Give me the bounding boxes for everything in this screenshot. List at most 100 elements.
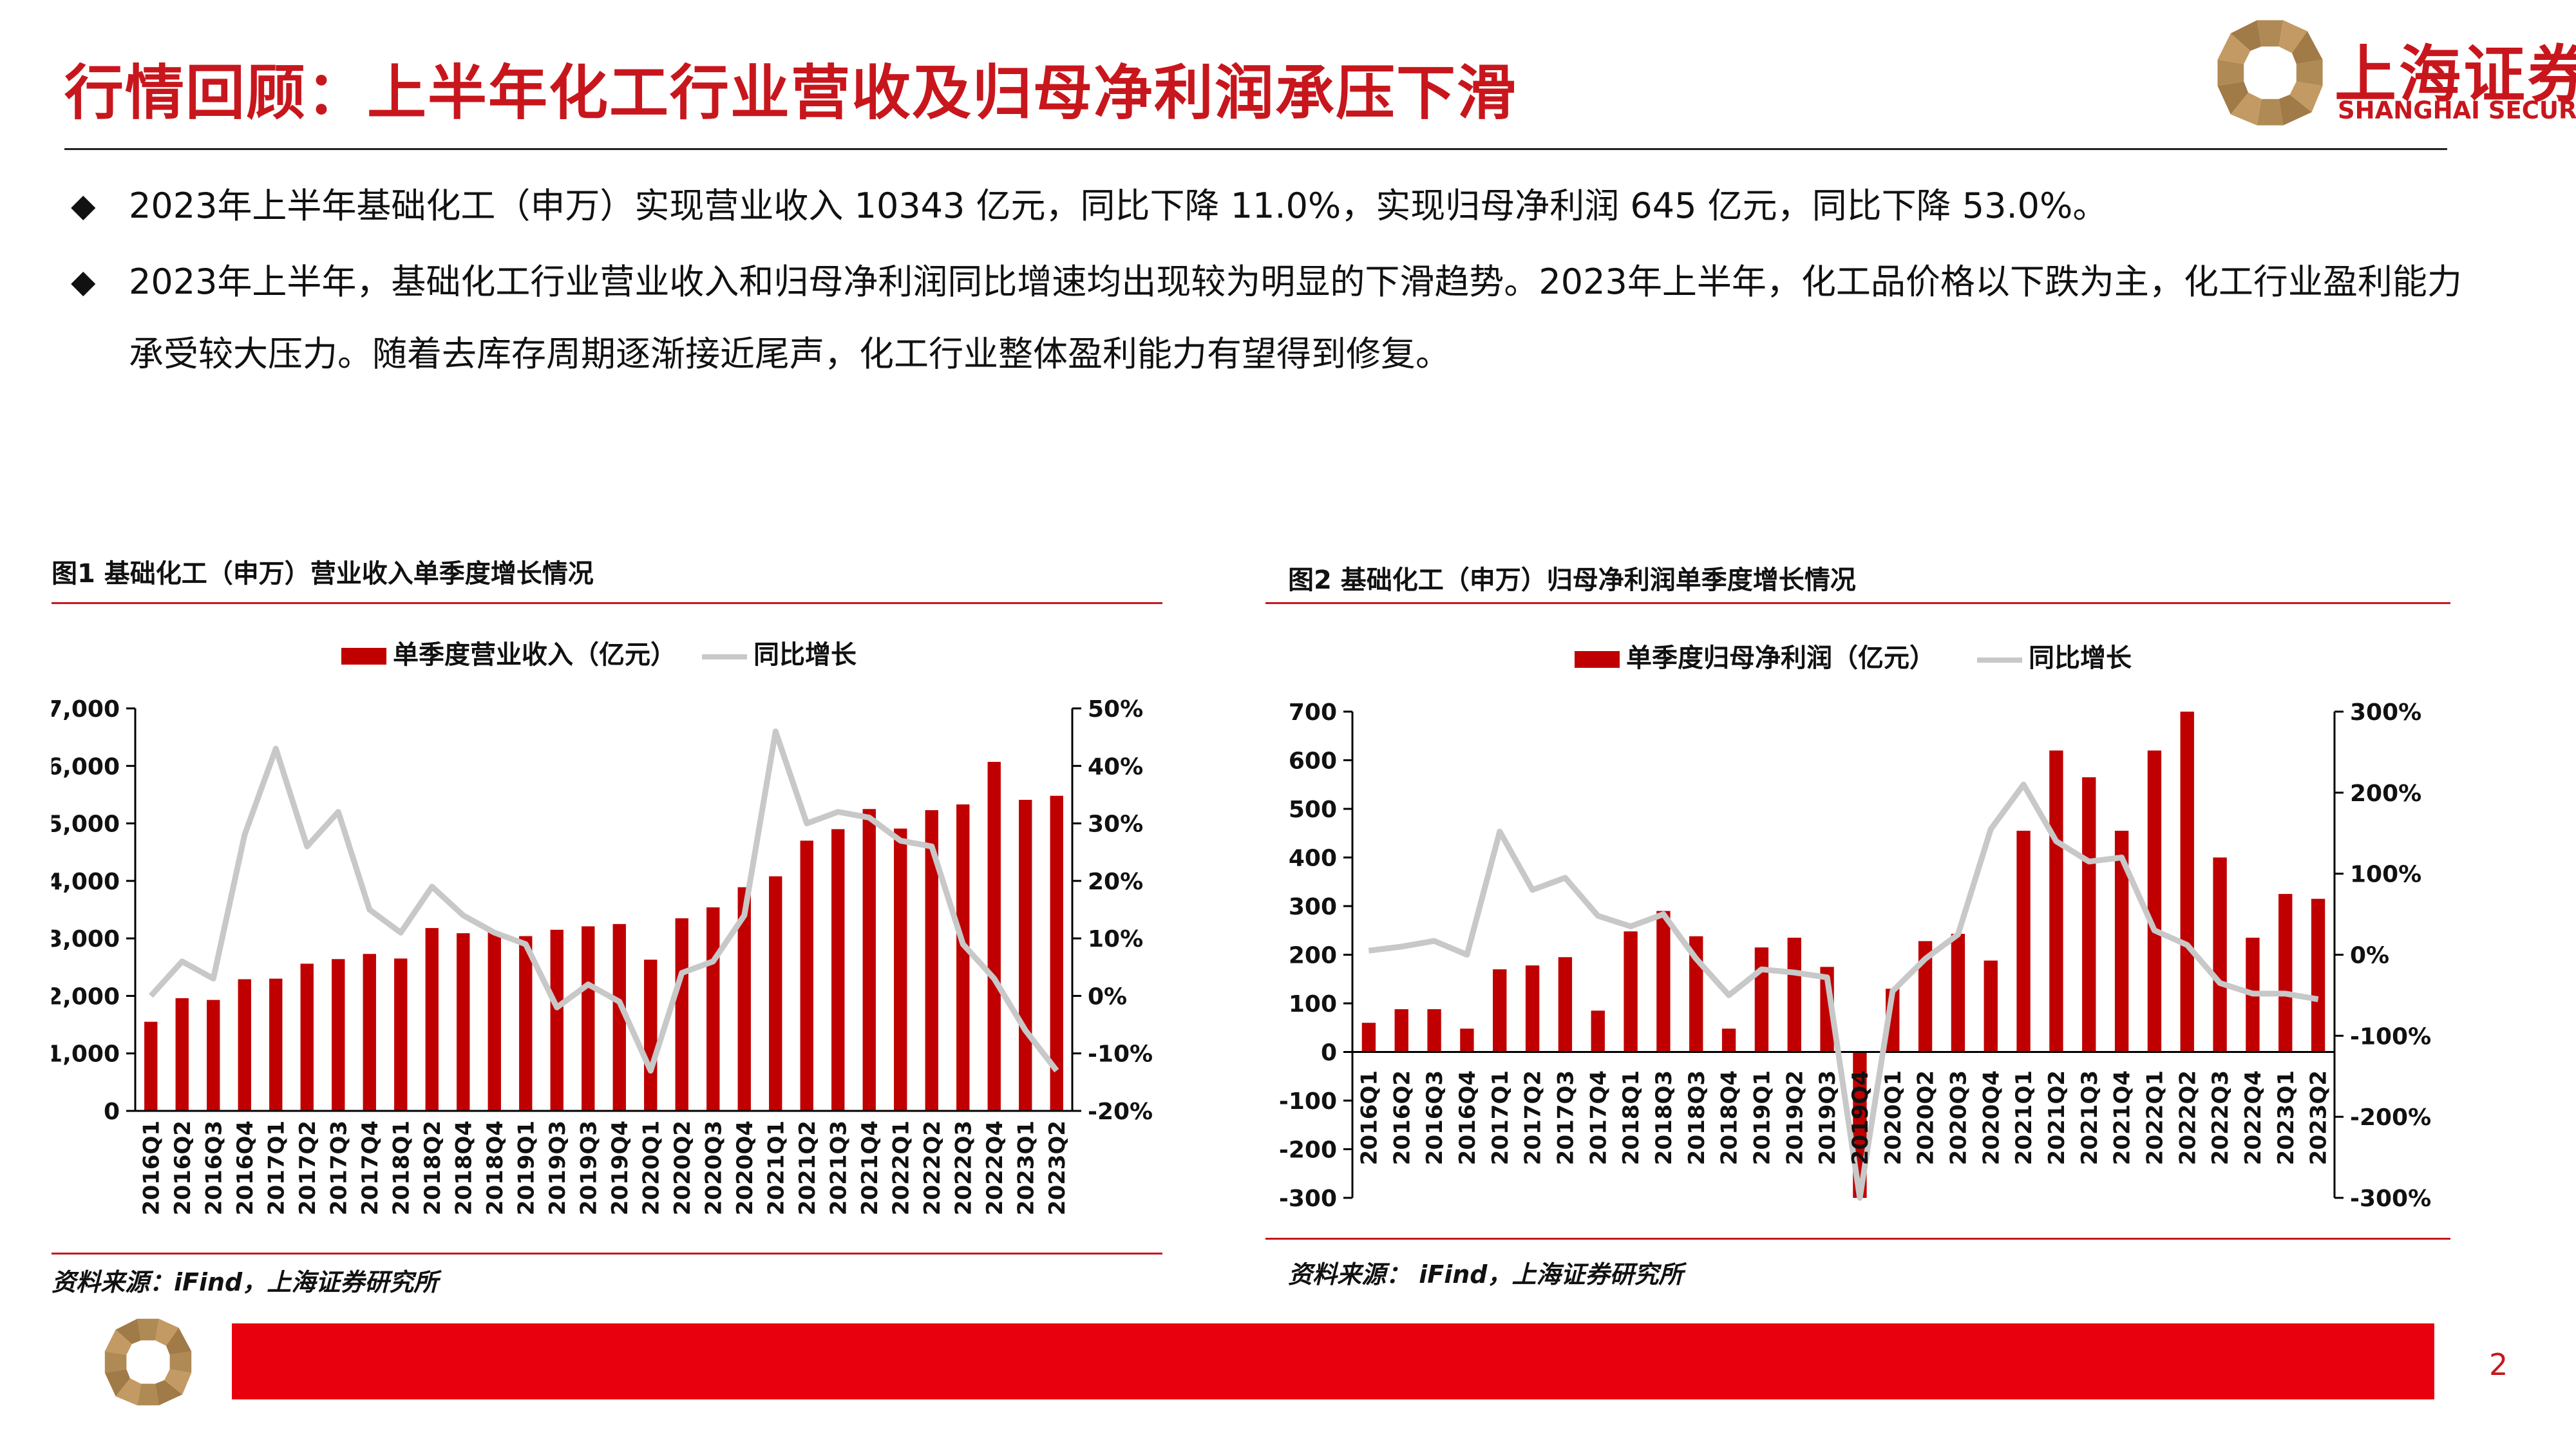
- bar: [1951, 934, 1965, 1052]
- chart2-title: 图2 基础化工（申万）归母净利润单季度增长情况: [1288, 565, 1856, 595]
- x-axis-tick-label: 2023Q1: [2273, 1070, 2299, 1165]
- bar: [207, 999, 220, 1111]
- x-axis-tick-label: 2020Q1: [1880, 1070, 1906, 1165]
- x-axis-tick-label: 2022Q1: [2142, 1070, 2168, 1165]
- x-axis-tick-label: 2016Q4: [232, 1121, 258, 1215]
- x-axis-tick-label: 2021Q2: [795, 1121, 820, 1215]
- bar: [737, 887, 751, 1111]
- chart2-source: 资料来源： iFind，上海证券研究所: [1288, 1260, 1683, 1289]
- page-number: 2: [2489, 1347, 2508, 1382]
- x-axis-tick-label: 2016Q1: [138, 1121, 164, 1215]
- x-axis-tick-label: 2019Q4: [607, 1121, 633, 1215]
- x-axis-tick-label: 2019Q3: [576, 1121, 601, 1215]
- left-axis-tick-label: 5,000: [52, 811, 120, 838]
- left-axis-tick-label: 100: [1289, 991, 1337, 1018]
- x-axis-tick-label: 2018Q3: [1684, 1070, 1710, 1165]
- chart2-bottom-rule: [1265, 1238, 2450, 1240]
- bullet-text: 2023年上半年，基础化工行业营业收入和归母净利润同比增速均出现较为明显的下滑趋…: [129, 261, 2462, 374]
- bar: [2147, 750, 2162, 1052]
- diamond-bullet-icon: ◆: [71, 187, 96, 224]
- x-axis-tick-label: 2019Q3: [545, 1121, 571, 1215]
- bar: [1918, 941, 1933, 1052]
- x-axis-tick-label: 2017Q4: [357, 1121, 383, 1215]
- x-axis-tick-label: 2021Q3: [826, 1121, 851, 1215]
- chart1-source: 资料来源：iFind，上海证券研究所: [52, 1268, 439, 1296]
- x-axis-tick-label: 2022Q4: [982, 1121, 1008, 1215]
- x-axis-tick-label: 2019Q4: [1848, 1070, 1873, 1165]
- x-axis-tick-label: 2020Q3: [701, 1121, 726, 1215]
- bar: [1558, 957, 1573, 1052]
- legend-line-label: 同比增长: [2029, 643, 2132, 673]
- bar: [862, 809, 876, 1111]
- chart1-revenue: 单季度营业收入（亿元） 同比增长 0 1,000 2,000 3,000 4,000 5,00…: [52, 640, 1153, 1215]
- bar: [488, 932, 501, 1111]
- bar: [1460, 1028, 1474, 1052]
- x-axis-tick-label: 2019Q3: [1815, 1070, 1841, 1165]
- bar: [550, 929, 564, 1111]
- left-axis-tick-label: 300: [1289, 894, 1337, 920]
- x-axis-tick-label: 2018Q2: [420, 1121, 446, 1215]
- x-axis-tick-label: 2020Q4: [1978, 1070, 2004, 1165]
- footer-logo: [104, 1318, 192, 1406]
- right-axis-tick-label: 50%: [1088, 696, 1143, 723]
- x-axis-tick-label: 2021Q1: [763, 1121, 789, 1215]
- x-axis-tick-label: 2017Q2: [295, 1121, 321, 1215]
- x-axis-tick-label: 2020Q2: [1913, 1070, 1939, 1165]
- bar: [1787, 938, 1801, 1052]
- bar: [1394, 1009, 1408, 1052]
- left-axis-tick-label: 1,000: [52, 1041, 120, 1068]
- bar: [144, 1021, 158, 1111]
- x-axis-tick-label: 2017Q1: [263, 1121, 289, 1215]
- bar: [582, 926, 595, 1111]
- legend-line-label: 同比增长: [753, 640, 857, 670]
- right-axis-tick-label: -200%: [2350, 1104, 2431, 1131]
- bar: [300, 963, 314, 1111]
- left-axis-tick-label: 0: [104, 1099, 120, 1125]
- bar: [675, 918, 688, 1111]
- bar: [425, 928, 439, 1111]
- x-axis-tick-label: 2018Q4: [1717, 1070, 1743, 1165]
- bar: [2016, 830, 2031, 1052]
- brand-name-en: SHANGHAI SECURITIES: [2338, 97, 2576, 124]
- bar: [2114, 830, 2129, 1052]
- bar: [1656, 911, 1671, 1052]
- bar: [2311, 898, 2325, 1052]
- chart2-net-profit: 单季度归母净利润（亿元） 同比增长 -300 -200 -100 0 100 200 300 40…: [1279, 643, 2431, 1212]
- x-axis-tick-label: 2020Q1: [638, 1121, 664, 1215]
- right-axis-tick-label: 10%: [1088, 926, 1143, 952]
- x-axis-tick-label: 2016Q2: [1389, 1070, 1415, 1165]
- left-axis-tick-label: 4,000: [52, 869, 120, 895]
- x-axis-tick-label: 2021Q2: [2044, 1070, 2070, 1165]
- x-axis-tick-label: 2022Q3: [2208, 1070, 2233, 1165]
- right-axis-tick-label: 0%: [2350, 943, 2389, 969]
- x-axis-tick-label: 2016Q3: [201, 1121, 227, 1215]
- x-axis-tick-label: 2018Q1: [1618, 1070, 1644, 1165]
- bar: [987, 762, 1001, 1111]
- left-axis-tick-label: 3,000: [52, 926, 120, 952]
- bar: [644, 960, 658, 1111]
- page-title: 行情回顾：上半年化工行业营收及归母净利润承压下滑: [64, 59, 1518, 128]
- right-axis-tick-label: 20%: [1088, 869, 1143, 895]
- x-axis-tick-label: 2021Q4: [2110, 1070, 2136, 1165]
- bar: [894, 828, 907, 1111]
- chart2-top-rule: [1265, 602, 2450, 604]
- diamond-bullet-icon: ◆: [71, 263, 96, 300]
- left-axis-tick-label: -200: [1279, 1137, 1337, 1164]
- bar: [769, 876, 782, 1111]
- right-axis-tick-label: 40%: [1088, 753, 1143, 780]
- left-axis-tick-label: 6,000: [52, 753, 120, 780]
- bar: [1721, 1028, 1736, 1052]
- bar: [519, 936, 533, 1111]
- x-axis-tick-label: 2018Q4: [451, 1121, 477, 1215]
- right-axis-tick-label: 200%: [2350, 781, 2421, 807]
- bar: [1984, 960, 1998, 1052]
- left-axis-tick-label: 2,000: [52, 983, 120, 1010]
- legend-bar-swatch: [1575, 651, 1620, 668]
- bar: [925, 810, 938, 1111]
- x-axis-tick-label: 2016Q2: [170, 1121, 196, 1215]
- bar: [332, 959, 345, 1111]
- x-axis-tick-label: 2020Q3: [1946, 1070, 1971, 1165]
- bullet-text: 2023年上半年基础化工（申万）实现营业收入 10343 亿元，同比下降 11.…: [129, 185, 2108, 226]
- left-axis-tick-label: 500: [1289, 797, 1337, 823]
- x-axis-tick-label: 2017Q1: [1488, 1070, 1513, 1165]
